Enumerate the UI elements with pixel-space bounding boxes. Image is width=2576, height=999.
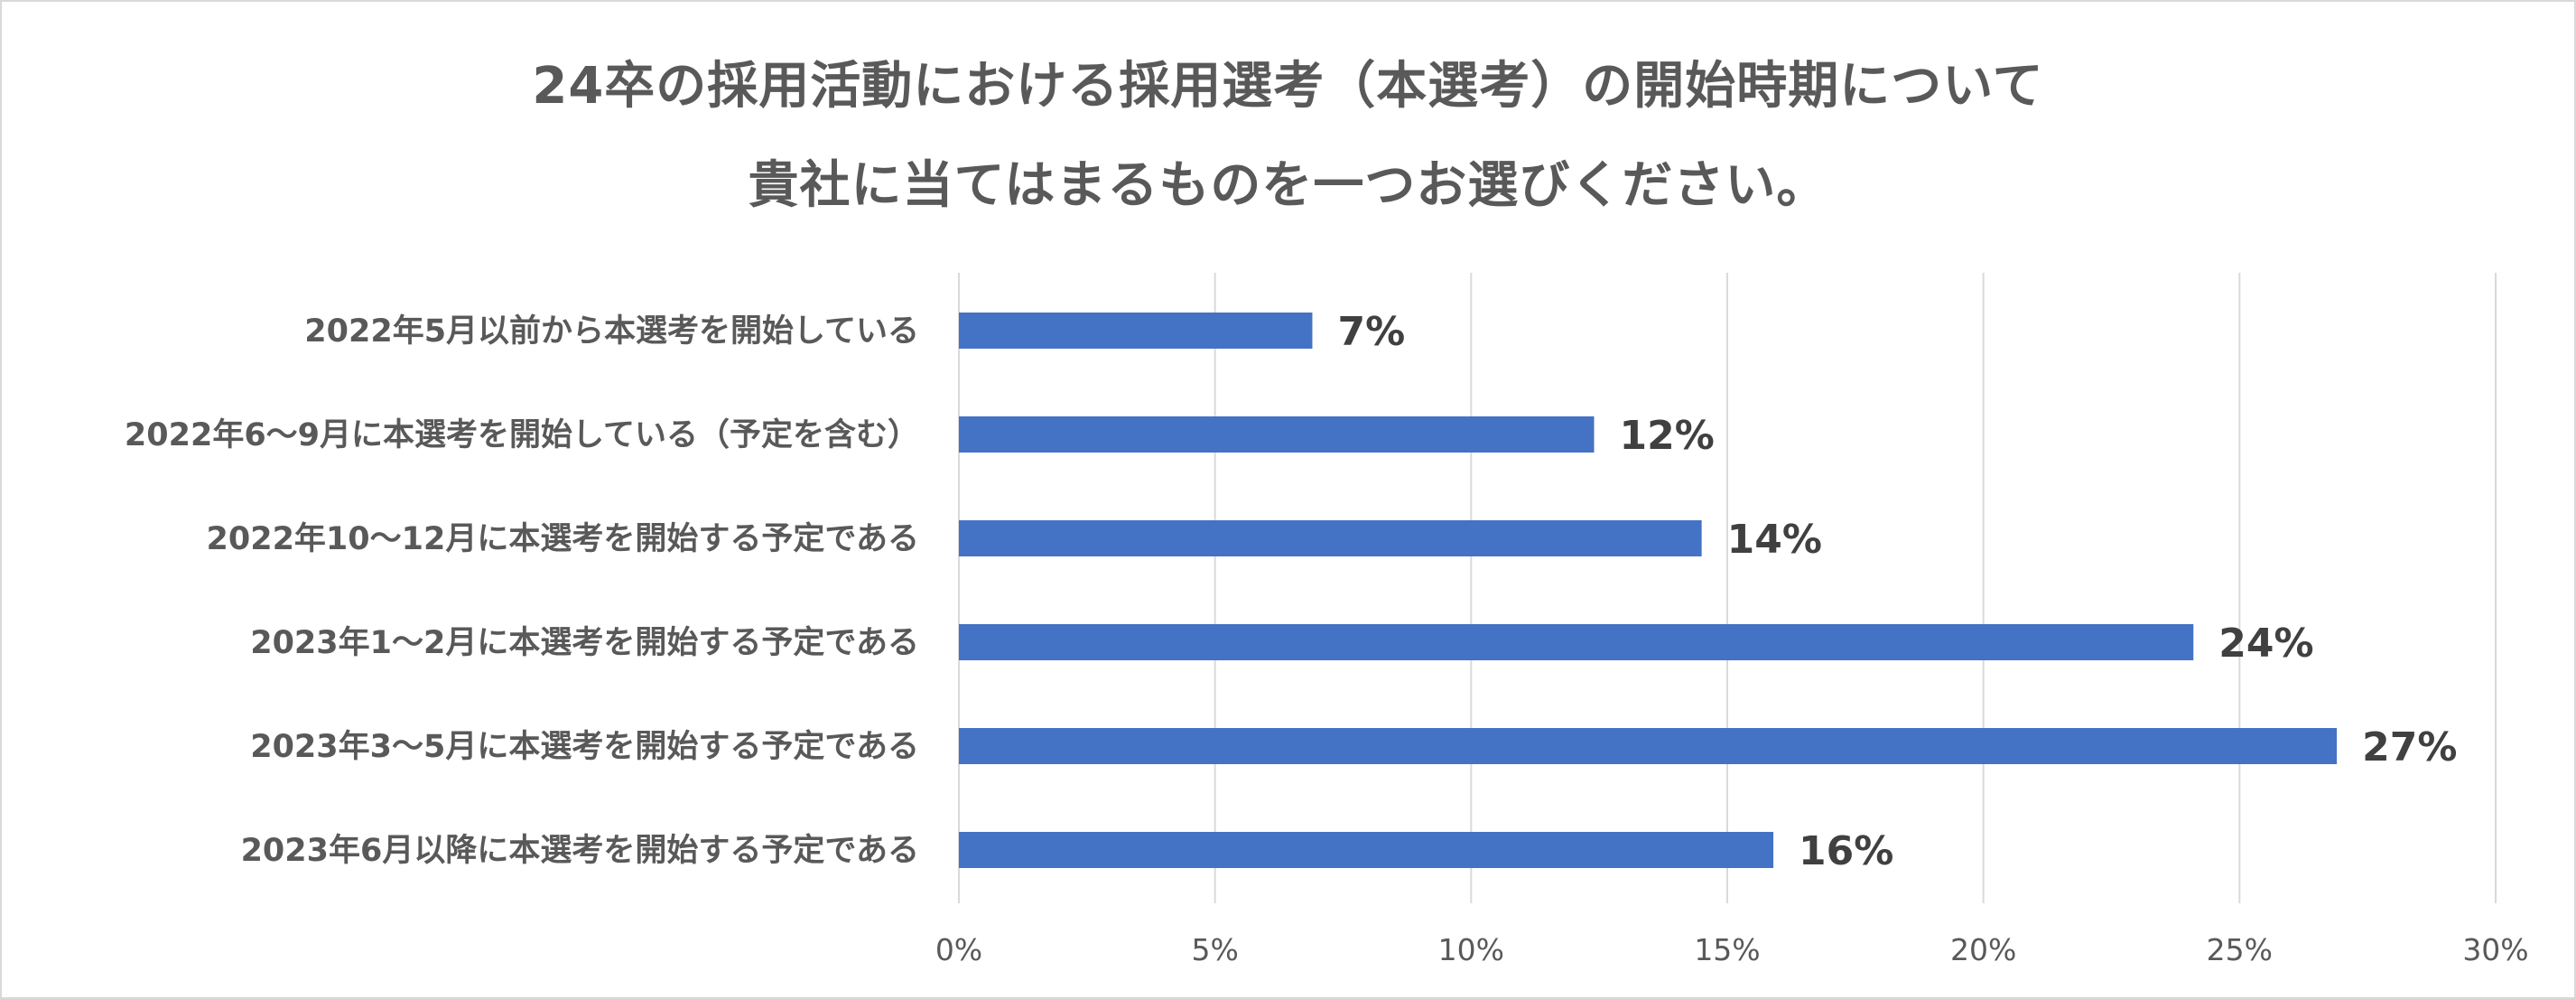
category-label: 2023年3～5月に本選考を開始する予定である: [250, 729, 919, 765]
x-tick-label: 5%: [1191, 932, 1238, 967]
category-label: 2022年6～9月に本選考を開始している（予定を含む）: [125, 417, 919, 453]
category-label: 2023年1～2月に本選考を開始する予定である: [250, 625, 919, 661]
x-tick-label: 20%: [1950, 932, 2016, 967]
data-label: 12%: [1619, 413, 1714, 459]
category-label: 2022年5月以前から本選考を開始している: [304, 313, 919, 350]
x-tick-label: 25%: [2207, 932, 2273, 967]
chart-title: 24卒の採用活動における採用選考（本選考）の開始時期について: [532, 57, 2044, 116]
data-label: 24%: [2218, 621, 2313, 667]
bar: [959, 520, 1702, 556]
x-tick-label: 30%: [2462, 932, 2528, 967]
bar: [959, 728, 2338, 764]
x-tick-label: 15%: [1694, 932, 1760, 967]
data-label: 7%: [1337, 309, 1405, 355]
data-label: 16%: [1799, 828, 1893, 874]
bar: [959, 832, 1774, 868]
category-label: 2022年10～12月に本選考を開始する予定である: [207, 521, 919, 557]
x-tick-label: 10%: [1438, 932, 1504, 967]
bar: [959, 313, 1313, 349]
bar: [959, 416, 1595, 453]
data-label: 27%: [2362, 724, 2457, 770]
bar: [959, 624, 2194, 660]
chart-subtitle: 貴社に当てはまるものを一つお選びください。: [748, 156, 1828, 215]
x-tick-label: 0%: [935, 932, 982, 967]
data-label: 14%: [1727, 517, 1822, 563]
category-label: 2023年6月以降に本選考を開始する予定である: [241, 833, 919, 869]
